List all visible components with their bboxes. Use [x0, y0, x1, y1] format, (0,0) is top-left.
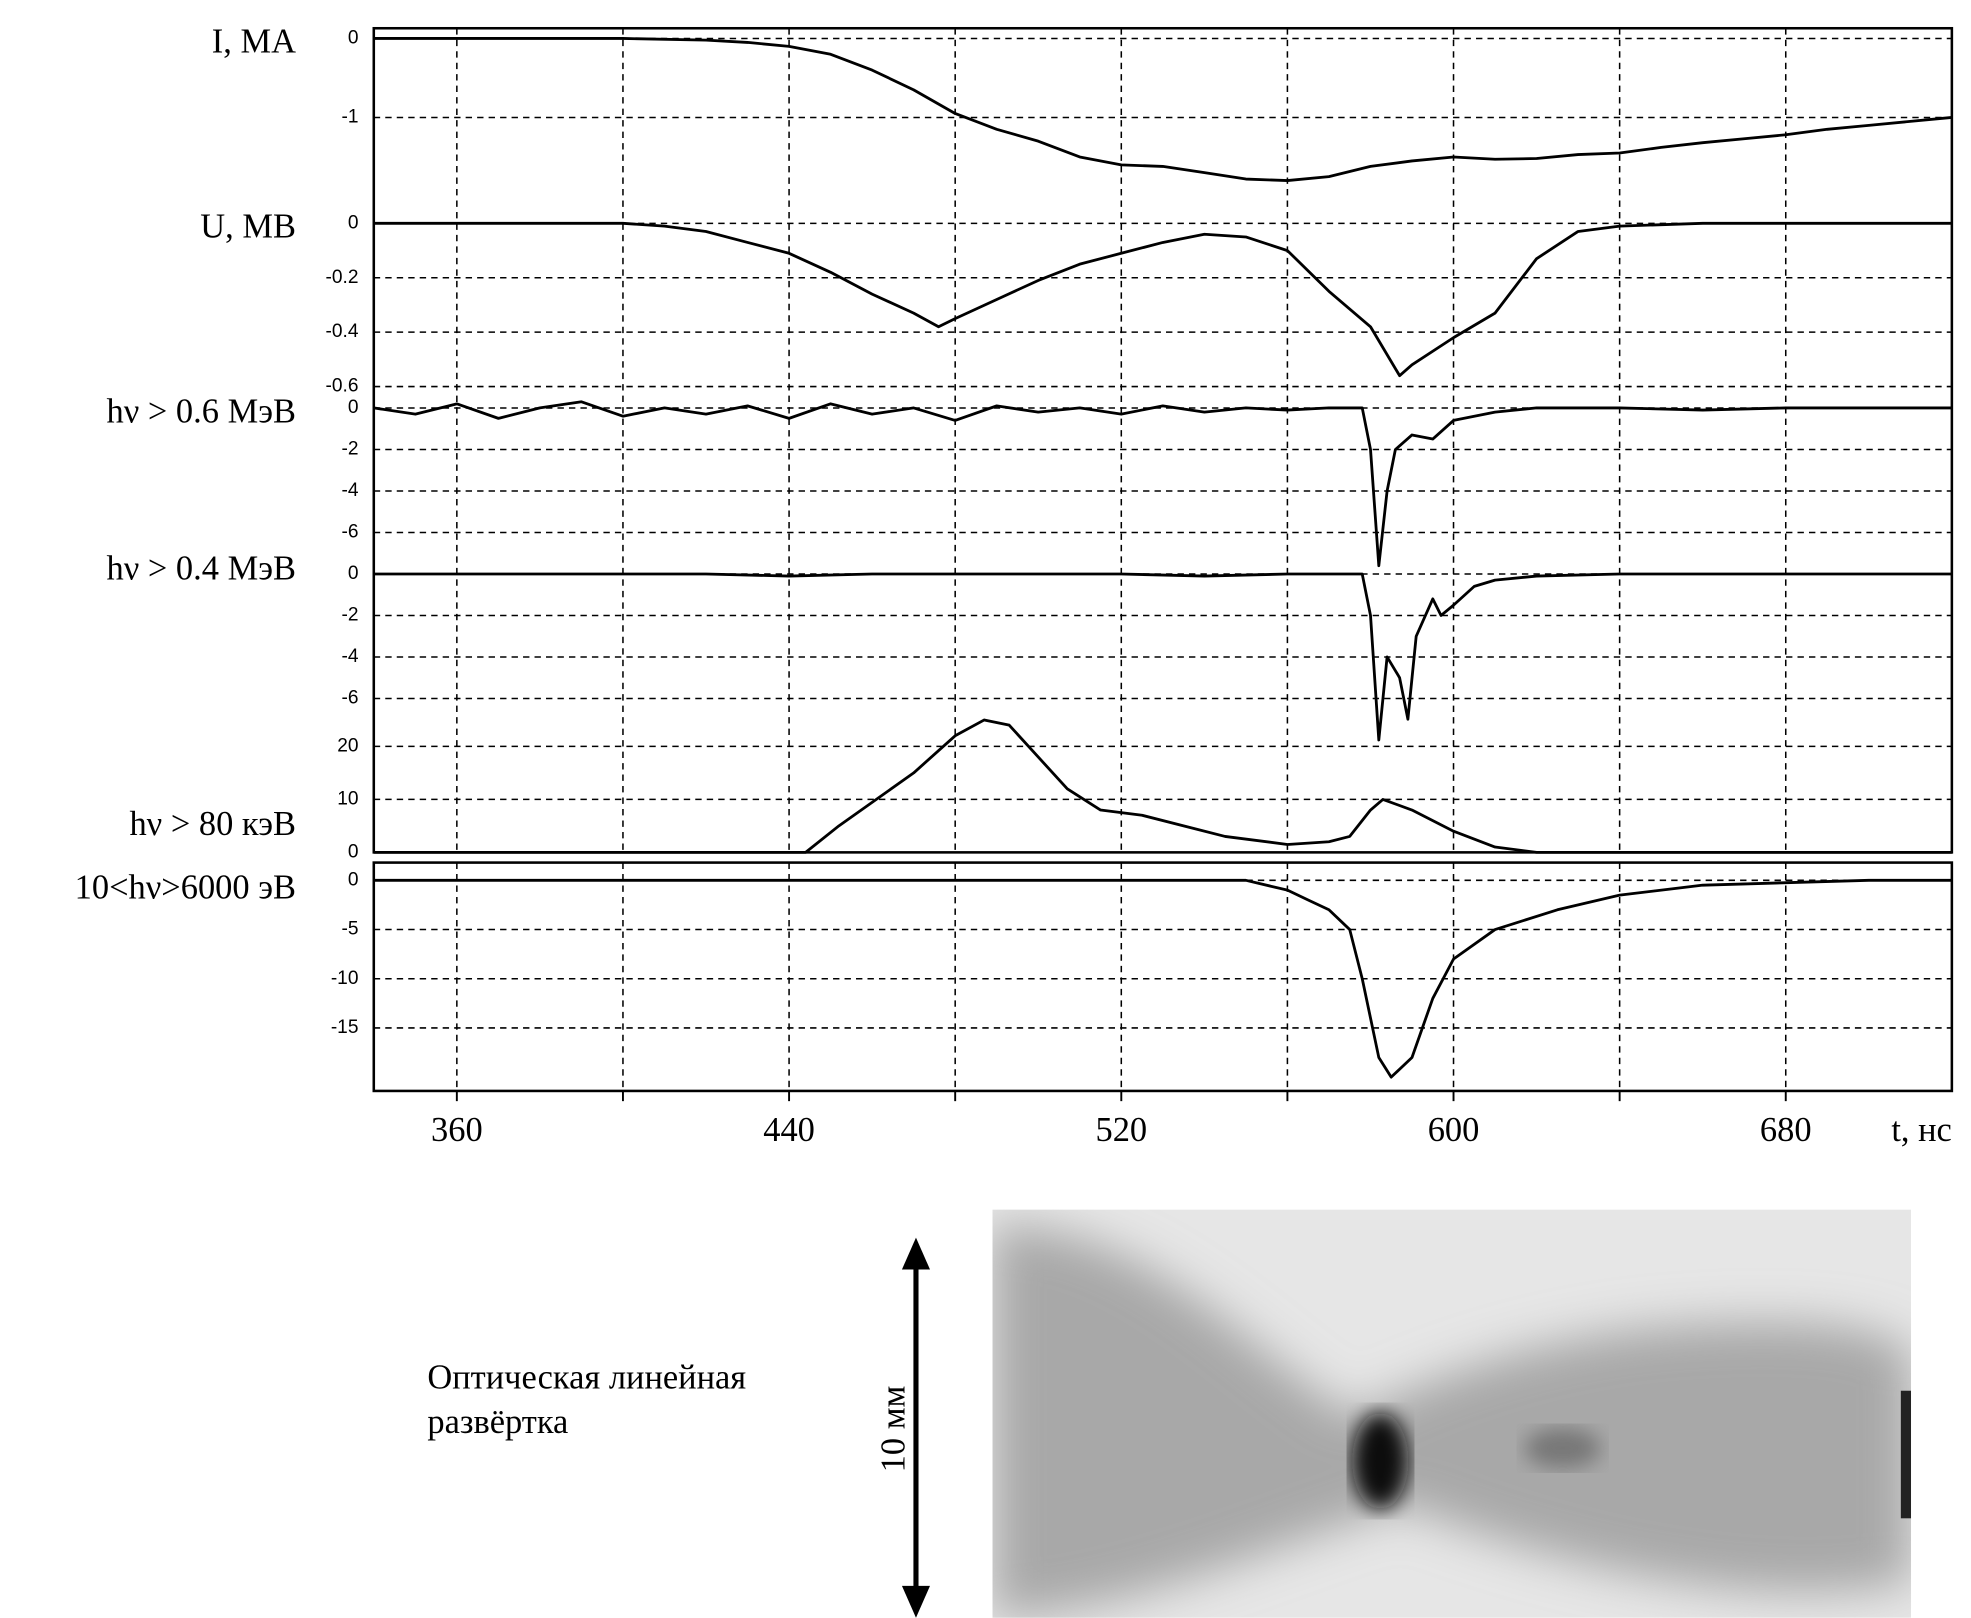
x-tick-label: 440 — [763, 1111, 815, 1149]
signal-line — [373, 221, 1952, 378]
x-tick-label: 360 — [431, 1111, 483, 1149]
signal-line — [373, 718, 1952, 854]
scale-arrow — [901, 1237, 931, 1618]
y-tick-label: 0 — [348, 212, 359, 233]
y-tick-label: -4 — [341, 646, 358, 667]
y-axis-label: U, МВ — [200, 208, 296, 246]
y-axis-label: hν > 0.4 МэВ — [107, 550, 296, 588]
y-tick-label: -6 — [341, 522, 358, 543]
signal-line — [373, 37, 1952, 182]
y-tick-label: 0 — [348, 841, 359, 862]
signal-line — [373, 400, 1952, 568]
y-axis-label: hν > 0.6 МэВ — [107, 393, 296, 431]
plot-frame — [372, 861, 1954, 1093]
y-axis-label: 10<hν>6000 эВ — [75, 869, 296, 907]
y-tick-label: -6 — [341, 688, 358, 709]
y-tick-label: -1 — [341, 107, 358, 128]
x-tick-label: 520 — [1095, 1111, 1147, 1149]
y-tick-label: 20 — [337, 735, 358, 756]
y-axis-label: hν > 80 кэВ — [129, 805, 296, 843]
y-tick-label: 0 — [348, 397, 359, 418]
y-tick-label: -0.6 — [326, 376, 359, 397]
y-tick-label: 0 — [348, 28, 359, 49]
signal-line — [373, 878, 1952, 1079]
plot-frame — [372, 26, 1954, 854]
y-tick-label: -15 — [331, 1017, 359, 1038]
x-tick-label: 600 — [1428, 1111, 1480, 1149]
y-tick-label: -0.2 — [326, 267, 359, 288]
y-tick-label: -4 — [341, 480, 358, 501]
y-tick-label: 10 — [337, 788, 358, 809]
x-axis-label: t, нс — [1891, 1111, 1952, 1149]
y-tick-label: -0.4 — [326, 321, 359, 342]
y-tick-label: 0 — [348, 869, 359, 890]
y-tick-label: -5 — [341, 919, 358, 940]
caption: Оптическая линейная — [427, 1358, 746, 1396]
y-axis-label: I, МА — [212, 23, 296, 61]
caption: развёртка — [427, 1403, 568, 1441]
signal-line — [373, 572, 1952, 742]
y-tick-label: 0 — [348, 563, 359, 584]
y-tick-label: -10 — [331, 968, 359, 989]
y-tick-label: -2 — [341, 605, 358, 626]
streak-photo — [992, 1209, 1912, 1618]
x-tick-label: 680 — [1760, 1111, 1812, 1149]
scale-label: 10 мм — [875, 1386, 913, 1473]
y-tick-label: -2 — [341, 439, 358, 460]
